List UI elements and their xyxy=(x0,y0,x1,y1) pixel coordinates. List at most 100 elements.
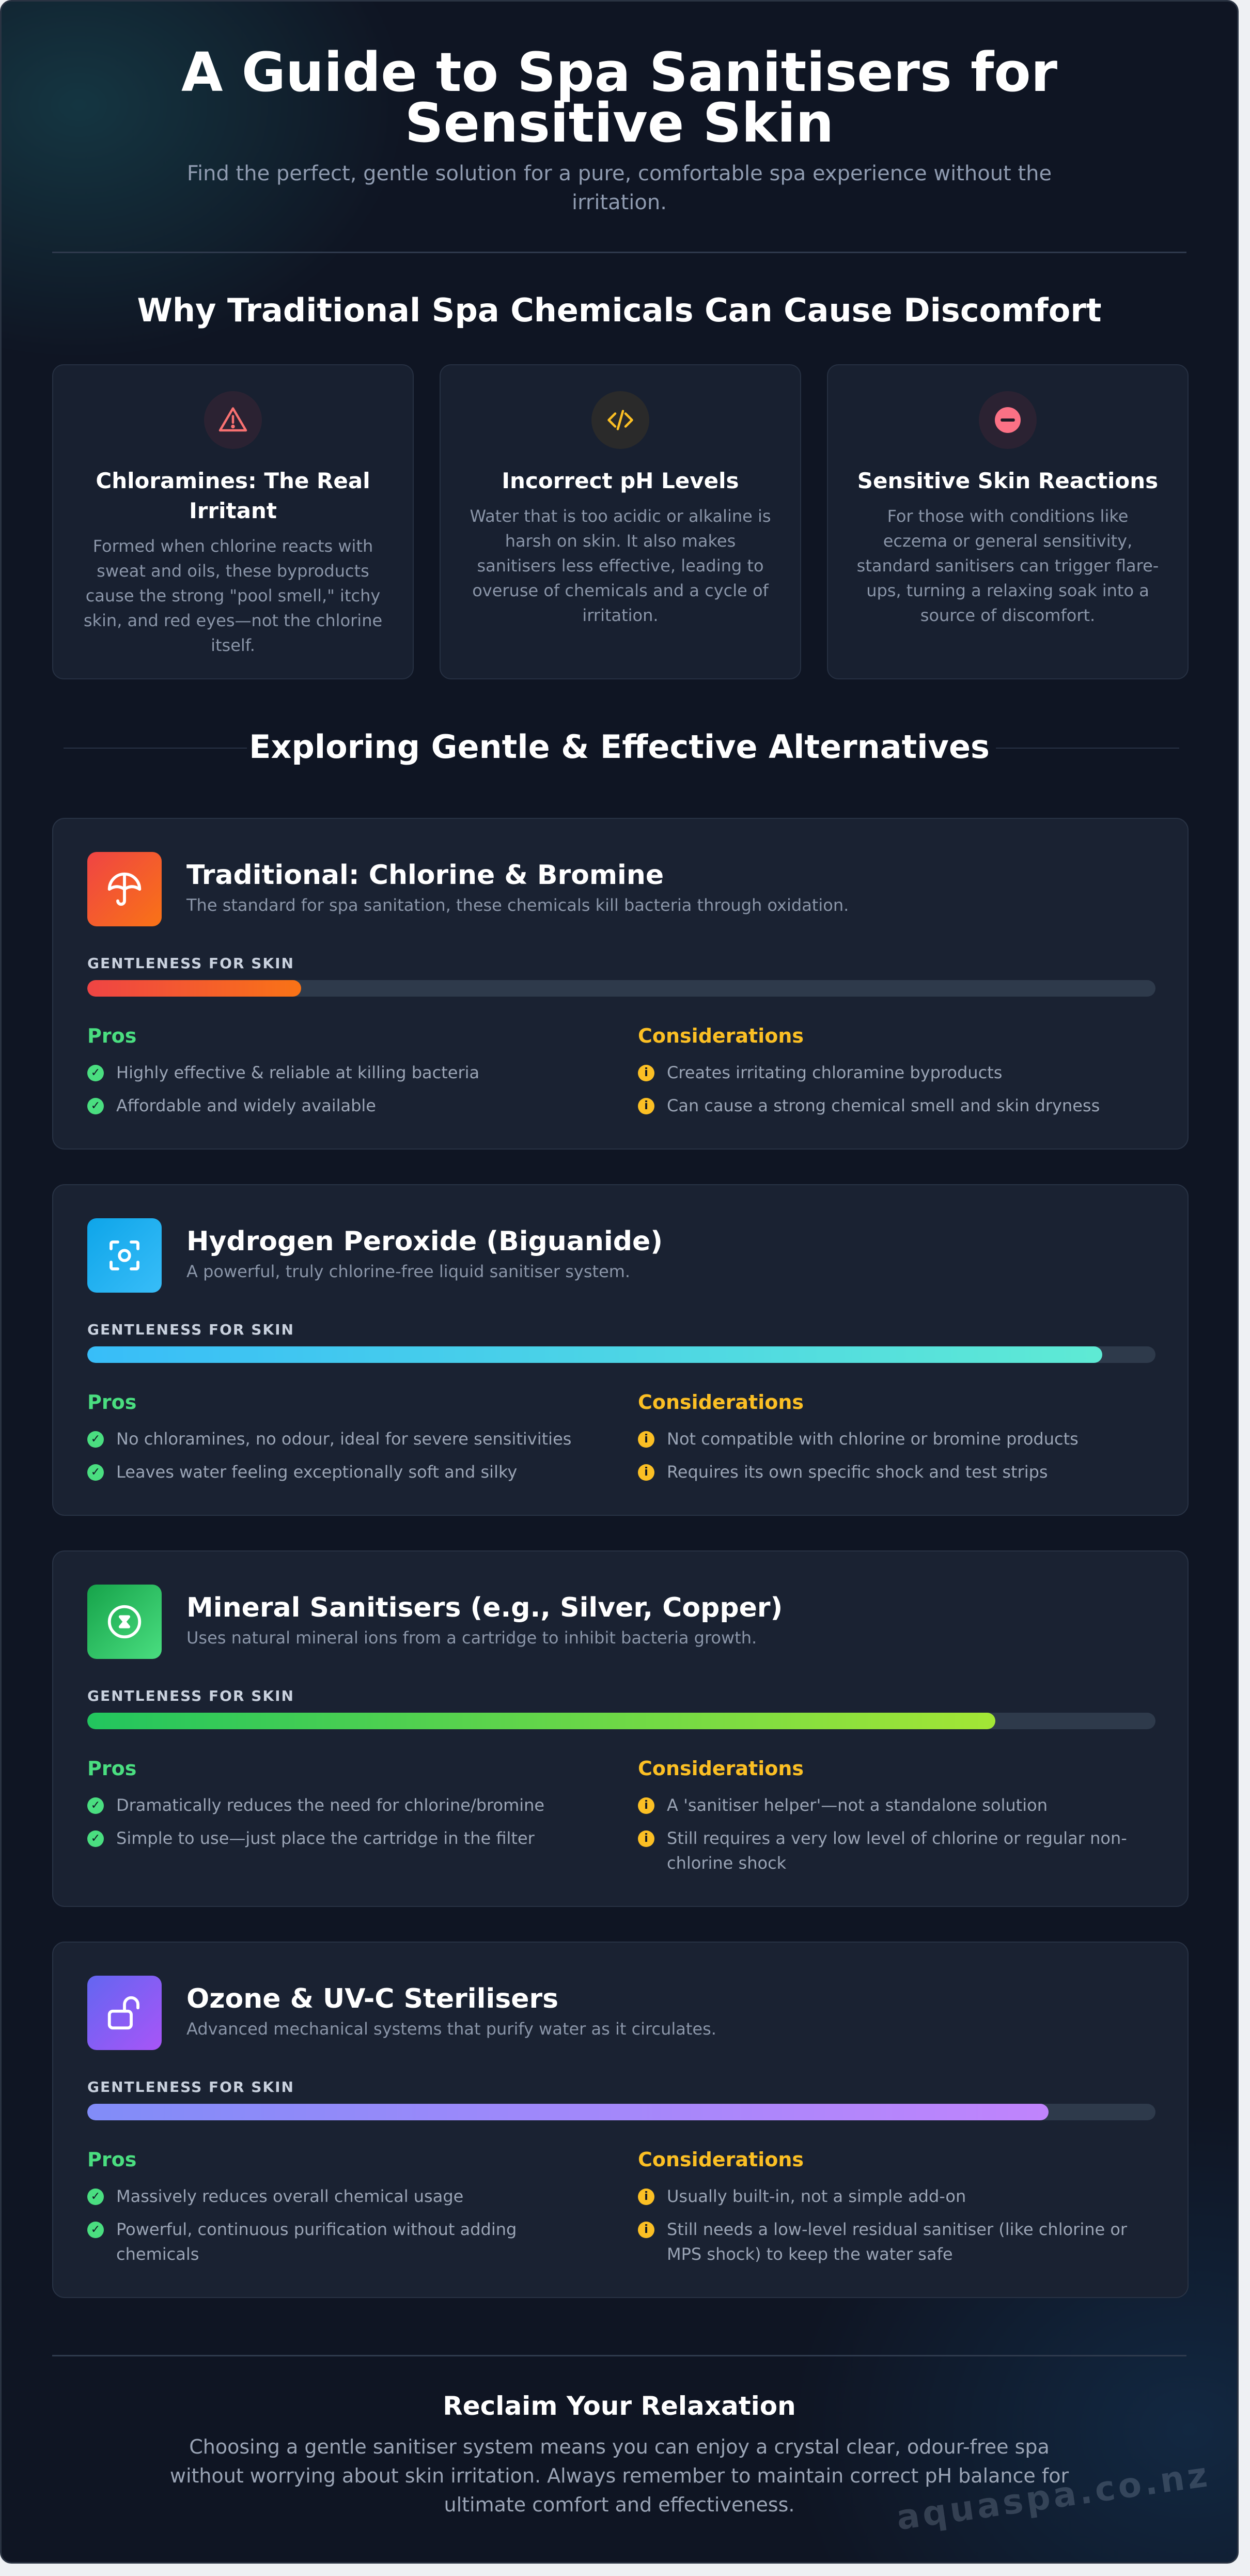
gentleness-fill xyxy=(87,1346,1102,1363)
gentleness-fill xyxy=(87,1713,995,1729)
problem-card-sensitive: Sensitive Skin Reactions For those with … xyxy=(827,364,1189,679)
info-circle-icon: i xyxy=(638,1830,654,1847)
considerations-column: Considerations i Not compatible with chlo… xyxy=(638,1389,1154,1493)
pro-item: ✓ Affordable and widely available xyxy=(87,1093,604,1118)
pro-item: ✓ Simple to use—just place the cartridge … xyxy=(87,1826,604,1851)
hourglass-circle-icon xyxy=(87,1585,162,1659)
check-circle-icon: ✓ xyxy=(87,1797,104,1814)
pros-heading: Pros xyxy=(87,1757,137,1780)
consideration-item: i Still needs a low-level residual saniti… xyxy=(638,2217,1154,2267)
info-circle-icon: i xyxy=(638,1065,654,1081)
consideration-item: i Requires its own specific shock and tes… xyxy=(638,1460,1154,1484)
footer-title: Reclaim Your Relaxation xyxy=(443,2391,796,2421)
pros-heading: Pros xyxy=(87,1025,137,1047)
alternative-card-mineral: Mineral Sanitisers (e.g., Silver, Copper… xyxy=(52,1550,1189,1907)
consideration-text: Not compatible with chlorine or bromine … xyxy=(667,1429,1079,1449)
umbrella-icon xyxy=(87,852,162,926)
problem-text: For those with conditions like eczema or… xyxy=(856,506,1159,625)
considerations-column: Considerations i Creates irritating chlor… xyxy=(638,1023,1154,1126)
check-circle-icon: ✓ xyxy=(87,1431,104,1448)
considerations-heading: Considerations xyxy=(638,1391,804,1414)
pros-column: Pros ✓ Dramatically reduces the need for … xyxy=(87,1756,604,1859)
alternative-description: The standard for spa sanitation, these c… xyxy=(186,895,849,915)
check-circle-icon: ✓ xyxy=(87,2222,104,2238)
pro-item: ✓ Powerful, continuous purification witho… xyxy=(87,2217,604,2267)
consideration-item: i Still requires a very low level of chlo… xyxy=(638,1826,1154,1875)
info-circle-icon: i xyxy=(638,2222,654,2238)
consideration-text: Still requires a very low level of chlor… xyxy=(667,1828,1127,1873)
pro-text: No chloramines, no odour, ideal for seve… xyxy=(116,1429,572,1449)
gentleness-fill xyxy=(87,2104,1049,2120)
minus-circle-icon xyxy=(979,391,1037,449)
page-subtitle: Find the perfect, gentle solution for a … xyxy=(186,162,1052,214)
consideration-text: Still needs a low-level residual sanitis… xyxy=(667,2220,1128,2264)
pro-text: Powerful, continuous purification withou… xyxy=(116,2220,517,2264)
check-circle-icon: ✓ xyxy=(87,1830,104,1847)
divider xyxy=(52,252,1186,253)
info-circle-icon: i xyxy=(638,2189,654,2205)
gentleness-bar xyxy=(87,2104,1155,2120)
info-circle-icon: i xyxy=(638,1797,654,1814)
pro-text: Dramatically reduces the need for chlori… xyxy=(116,1795,545,1815)
pro-text: Affordable and widely available xyxy=(116,1096,376,1115)
gentleness-label: GENTLENESS FOR SKIN xyxy=(87,1321,294,1338)
alternative-name: Hydrogen Peroxide (Biguanide) xyxy=(186,1226,663,1257)
problem-card-ph: Incorrect pH Levels Water that is too ac… xyxy=(440,364,801,679)
pro-text: Leaves water feeling exceptionally soft … xyxy=(116,1462,518,1482)
check-circle-icon: ✓ xyxy=(87,1065,104,1081)
alternatives-heading: Exploring Gentle & Effective Alternative… xyxy=(249,728,990,766)
check-circle-icon: ✓ xyxy=(87,1464,104,1481)
consideration-text: Requires its own specific shock and test… xyxy=(667,1462,1048,1482)
code-brackets-icon xyxy=(591,391,649,449)
pro-item: ✓ Leaves water feeling exceptionally soft… xyxy=(87,1460,604,1484)
pros-column: Pros ✓ Highly effective & reliable at kil… xyxy=(87,1023,604,1126)
pros-column: Pros ✓ Massively reduces overall chemical… xyxy=(87,2147,604,2275)
consideration-item: i A 'sanitiser helper'—not a standalone s… xyxy=(638,1793,1154,1818)
consideration-text: A 'sanitiser helper'—not a standalone so… xyxy=(667,1795,1048,1815)
alternative-name: Ozone & UV-C Sterilisers xyxy=(186,1983,559,2014)
pro-item: ✓ Highly effective & reliable at killing … xyxy=(87,1060,604,1085)
gentleness-bar xyxy=(87,1713,1155,1729)
info-circle-icon: i xyxy=(638,1098,654,1114)
consideration-item: i Not compatible with chlorine or bromine… xyxy=(638,1426,1154,1451)
heading-line-right xyxy=(996,748,1179,749)
check-circle-icon: ✓ xyxy=(87,2189,104,2205)
problems-heading: Why Traditional Spa Chemicals Can Cause … xyxy=(137,291,1102,329)
gentleness-bar xyxy=(87,980,1155,997)
considerations-heading: Considerations xyxy=(638,1757,804,1780)
considerations-column: Considerations i A 'sanitiser helper'—not… xyxy=(638,1756,1154,1884)
pro-item: ✓ Dramatically reduces the need for chlor… xyxy=(87,1793,604,1818)
alternative-name: Traditional: Chlorine & Bromine xyxy=(186,860,664,891)
consideration-item: i Can cause a strong chemical smell and s… xyxy=(638,1093,1154,1118)
pros-column: Pros ✓ No chloramines, no odour, ideal fo… xyxy=(87,1389,604,1493)
pros-heading: Pros xyxy=(87,1391,137,1414)
unlock-icon xyxy=(87,1976,162,2050)
consideration-item: i Creates irritating chloramine byproduct… xyxy=(638,1060,1154,1085)
pro-item: ✓ Massively reduces overall chemical usag… xyxy=(87,2184,604,2209)
consideration-text: Creates irritating chloramine byproducts xyxy=(667,1063,1003,1082)
gentleness-label: GENTLENESS FOR SKIN xyxy=(87,1687,294,1704)
info-circle-icon: i xyxy=(638,1431,654,1448)
gentleness-bar xyxy=(87,1346,1155,1363)
page-title: A Guide to Spa Sanitisers for Sensitive … xyxy=(181,41,1057,154)
info-circle-icon: i xyxy=(638,1464,654,1481)
alternative-card-chlorine-bromine: Traditional: Chlorine & Bromine The stan… xyxy=(52,818,1189,1150)
alternative-name: Mineral Sanitisers (e.g., Silver, Copper… xyxy=(186,1592,783,1623)
alternative-description: Uses natural mineral ions from a cartrid… xyxy=(186,1628,757,1648)
pros-heading: Pros xyxy=(87,2148,137,2171)
consideration-text: Usually built-in, not a simple add-on xyxy=(667,2186,966,2206)
considerations-column: Considerations i Usually built-in, not a … xyxy=(638,2147,1154,2275)
consideration-text: Can cause a strong chemical smell and sk… xyxy=(667,1096,1100,1115)
considerations-heading: Considerations xyxy=(638,2148,804,2171)
problem-title: Incorrect pH Levels xyxy=(502,468,739,493)
problem-text: Water that is too acidic or alkaline is … xyxy=(470,506,771,625)
problem-title: Chloramines: The Real Irritant xyxy=(96,468,370,523)
problem-title: Sensitive Skin Reactions xyxy=(857,468,1159,493)
pro-text: Massively reduces overall chemical usage xyxy=(116,2186,464,2206)
focus-frame-icon xyxy=(87,1218,162,1293)
problem-card-chloramines: Chloramines: The Real Irritant Formed wh… xyxy=(52,364,414,679)
footer-text: Choosing a gentle sanitiser system means… xyxy=(169,2435,1069,2516)
considerations-heading: Considerations xyxy=(638,1025,804,1047)
alternative-description: Advanced mechanical systems that purify … xyxy=(186,2019,716,2039)
